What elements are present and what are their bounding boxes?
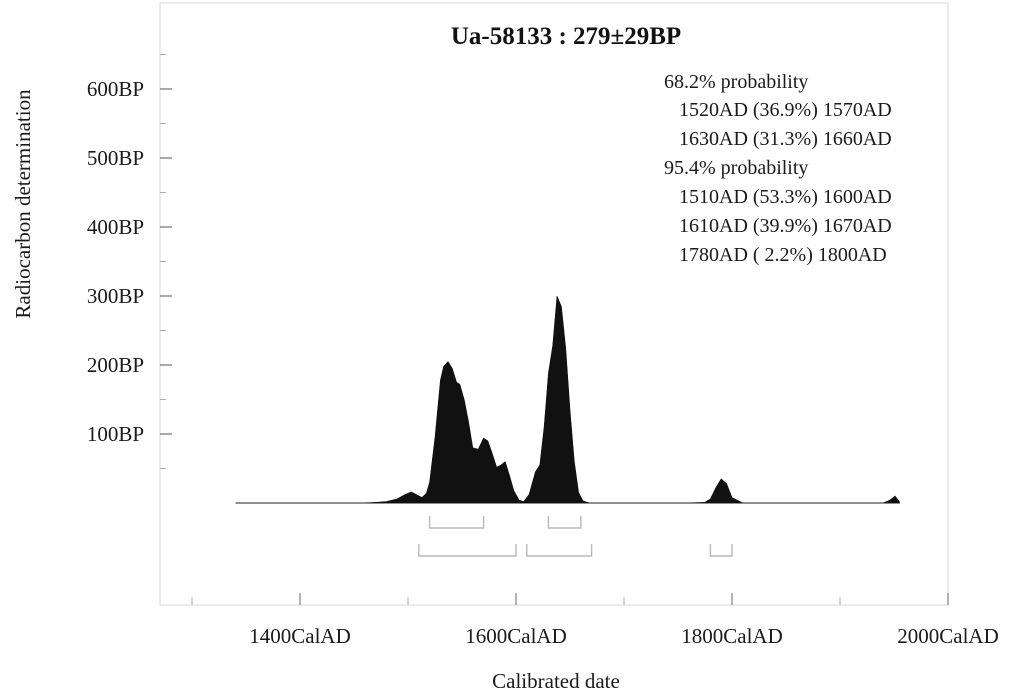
y-tick-label: 600BP bbox=[87, 77, 144, 101]
x-tick-label: 1800CalAD bbox=[681, 624, 783, 648]
prob-95-heading: 95.4% probability bbox=[664, 157, 808, 179]
x-tick-label: 1600CalAD bbox=[465, 624, 567, 648]
y-tick-label: 300BP bbox=[87, 284, 144, 308]
x-axis: 1400CalAD 1600CalAD 1800CalAD 2000CalAD bbox=[160, 593, 999, 648]
range-bracket bbox=[418, 544, 517, 557]
range-bracket bbox=[709, 544, 733, 557]
chart-title: Ua-58133 : 279±29BP bbox=[451, 23, 681, 50]
probability-distribution-area bbox=[235, 295, 900, 504]
probability-summary: 68.2% probability 1520AD (36.9%) 1570AD … bbox=[664, 71, 892, 266]
range-bracket bbox=[526, 544, 593, 557]
y-tick-label: 400BP bbox=[87, 215, 144, 239]
y-tick-label: 200BP bbox=[87, 353, 144, 377]
y-axis: 100BP 200BP 300BP 400BP 500BP 600BP bbox=[87, 3, 172, 605]
prob-95-range-2: 1610AD (39.9%) 1670AD bbox=[679, 215, 892, 237]
y-tick-label: 500BP bbox=[87, 146, 144, 170]
prob-95-range-1: 1510AD (53.3%) 1600AD bbox=[679, 186, 892, 208]
range-brackets bbox=[418, 516, 733, 557]
range-bracket bbox=[547, 516, 582, 529]
x-tick-label: 2000CalAD bbox=[897, 624, 999, 648]
plot-frame bbox=[159, 2, 949, 606]
prob-68-range-1: 1520AD (36.9%) 1570AD bbox=[679, 99, 892, 121]
x-axis-label: Calibrated date bbox=[492, 669, 620, 693]
y-tick-label: 100BP bbox=[87, 422, 144, 446]
prob-68-heading: 68.2% probability bbox=[664, 71, 808, 93]
y-axis-label: Radiocarbon determination bbox=[11, 89, 35, 319]
x-tick-label: 1400CalAD bbox=[249, 624, 351, 648]
prob-68-range-2: 1630AD (31.3%) 1660AD bbox=[679, 128, 892, 150]
range-bracket bbox=[428, 516, 485, 529]
prob-95-range-3: 1780AD ( 2.2%) 1800AD bbox=[679, 244, 887, 266]
